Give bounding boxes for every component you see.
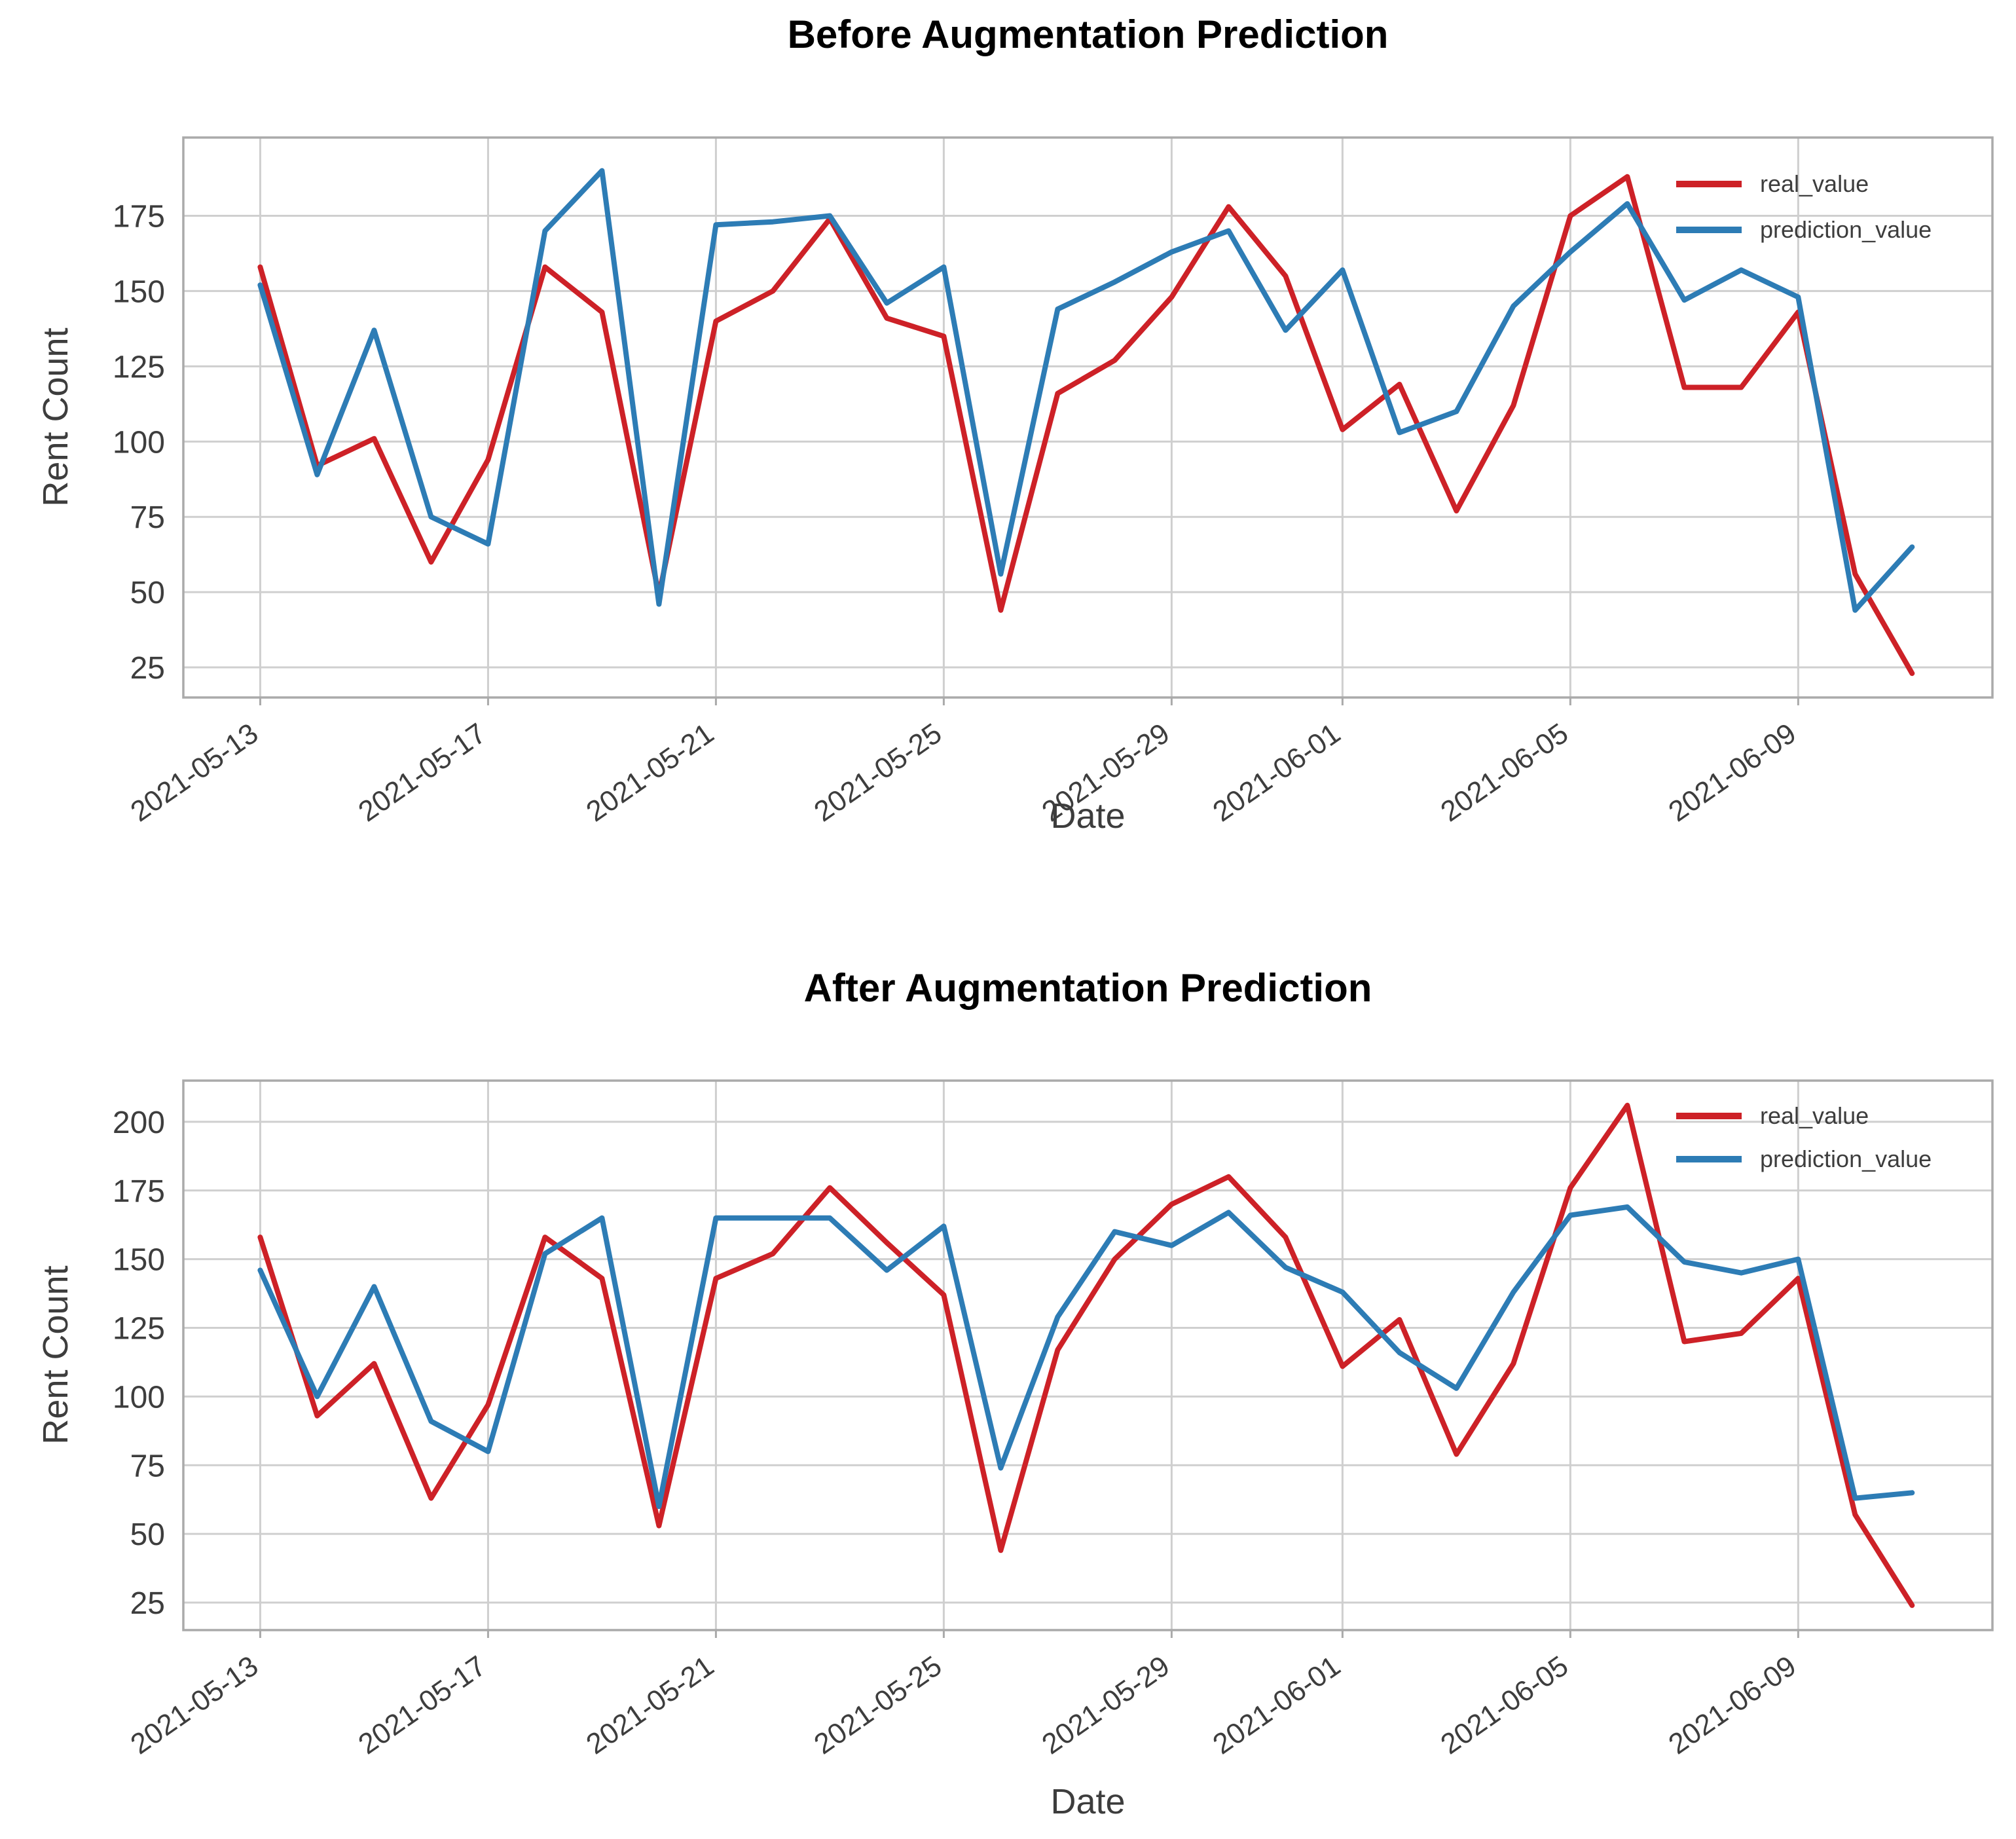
x-tick-label: 2021-05-25 <box>809 1650 947 1760</box>
series-line-prediction_value <box>257 168 1915 613</box>
y-tick-label: 25 <box>130 651 165 686</box>
y-tick-label: 200 <box>113 1105 165 1140</box>
legend-label-prediction_value: prediction_value <box>1760 1145 1932 1172</box>
y-tick-label: 100 <box>113 425 165 460</box>
y-tick-label: 150 <box>113 1243 165 1278</box>
chart-title: After Augmentation Prediction <box>803 966 1372 1010</box>
x-tick-label: 2021-05-21 <box>581 1650 720 1760</box>
plot-background <box>183 1081 1992 1630</box>
y-tick-label: 75 <box>130 500 165 535</box>
y-tick-label: 75 <box>130 1449 165 1483</box>
y-tick-label: 100 <box>113 1380 165 1415</box>
legend-label-real_value: real_value <box>1760 1102 1869 1129</box>
series-line-prediction_value <box>257 1204 1915 1510</box>
chart-after-augmentation: After Augmentation Prediction Rent Count… <box>0 920 2016 1839</box>
plot-background <box>183 138 1992 697</box>
legend-label-real_value: real_value <box>1760 170 1869 197</box>
chart-title: Before Augmentation Prediction <box>787 12 1389 56</box>
series-line-real_value <box>257 1102 1915 1608</box>
x-tick-label: 2021-06-09 <box>1663 1650 1802 1760</box>
y-tick-label: 50 <box>130 576 165 610</box>
plot-border <box>182 1079 1994 1631</box>
x-tick-label: 2021-05-17 <box>353 1650 492 1760</box>
x-axis-label: Date <box>1050 796 1126 836</box>
plot-area-after: 25 50 75 100 125 150 175 200 2021-05-13 2021-05-1… <box>113 1079 1994 1760</box>
y-tick-label: 125 <box>113 1312 165 1347</box>
y-tick-label: 175 <box>113 1174 165 1209</box>
x-tick-label: 2021-05-13 <box>125 1650 264 1760</box>
y-tick-label: 175 <box>113 200 165 234</box>
series-line-real_value <box>257 174 1915 677</box>
chart-before-augmentation: Before Augmentation Prediction Rent Coun… <box>36 12 1994 836</box>
y-tick-label: 150 <box>113 274 165 309</box>
x-tick-label: 2021-05-29 <box>1036 1650 1175 1760</box>
x-tick-label: 2021-06-01 <box>1207 1650 1346 1760</box>
y-tick-label: 50 <box>130 1517 165 1552</box>
y-tick-label: 125 <box>113 350 165 384</box>
x-tick-label: 2021-06-05 <box>1435 1650 1574 1760</box>
x-axis-label: Date <box>1050 1782 1126 1821</box>
y-tick-label: 25 <box>130 1586 165 1621</box>
legend-label-prediction_value: prediction_value <box>1760 216 1932 243</box>
plot-border <box>182 136 1994 699</box>
